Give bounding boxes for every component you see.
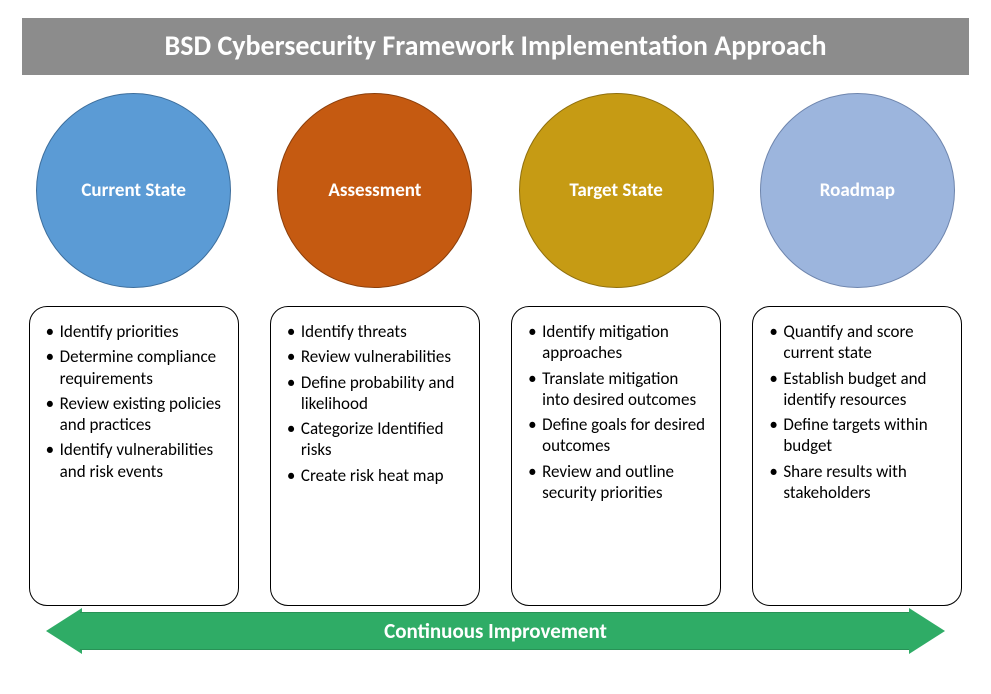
list-item: Review vulnerabilities <box>287 346 467 367</box>
arrow-label: Continuous Improvement <box>80 612 911 650</box>
bullet-list: Quantify and score current state Establi… <box>765 321 949 503</box>
bullet-list: Identify priorities Determine compliance… <box>42 321 226 482</box>
box-assessment: Identify threats Review vulnerabilities … <box>270 306 480 606</box>
box-current-state: Identify priorities Determine compliance… <box>29 306 239 606</box>
arrow-right-icon <box>909 608 945 654</box>
continuous-improvement-arrow: Continuous Improvement <box>50 608 941 654</box>
bullet-list: Identify threats Review vulnerabilities … <box>283 321 467 486</box>
list-item: Categorize Identified risks <box>287 418 467 461</box>
list-item: Create risk heat map <box>287 465 467 486</box>
box-target-state: Identify mitigation approaches Translate… <box>511 306 721 606</box>
list-item: Review and outline security priorities <box>528 461 708 504</box>
list-item: Quantify and score current state <box>769 321 949 364</box>
list-item: Define targets within budget <box>769 414 949 457</box>
column-roadmap: Roadmap Quantify and score current state… <box>746 93 969 606</box>
column-current-state: Current State Identify priorities Determ… <box>22 93 245 606</box>
box-roadmap: Quantify and score current state Establi… <box>752 306 962 606</box>
bullet-list: Identify mitigation approaches Translate… <box>524 321 708 503</box>
list-item: Review existing policies and practices <box>46 393 226 436</box>
list-item: Translate mitigation into desired outcom… <box>528 368 708 411</box>
column-target-state: Target State Identify mitigation approac… <box>505 93 728 606</box>
list-item: Identify priorities <box>46 321 226 342</box>
list-item: Identify mitigation approaches <box>528 321 708 364</box>
list-item: Define probability and likelihood <box>287 372 467 415</box>
arrow-left-icon <box>46 608 82 654</box>
list-item: Determine compliance requirements <box>46 346 226 389</box>
list-item: Identify threats <box>287 321 467 342</box>
column-assessment: Assessment Identify threats Review vulne… <box>263 93 486 606</box>
columns-container: Current State Identify priorities Determ… <box>22 93 969 606</box>
list-item: Identify vulnerabilities and risk events <box>46 439 226 482</box>
page-title: BSD Cybersecurity Framework Implementati… <box>22 18 969 75</box>
list-item: Establish budget and identify resources <box>769 368 949 411</box>
circle-target-state: Target State <box>519 93 714 288</box>
circle-current-state: Current State <box>36 93 231 288</box>
list-item: Share results with stakeholders <box>769 461 949 504</box>
circle-roadmap: Roadmap <box>760 93 955 288</box>
list-item: Define goals for desired outcomes <box>528 414 708 457</box>
circle-assessment: Assessment <box>277 93 472 288</box>
